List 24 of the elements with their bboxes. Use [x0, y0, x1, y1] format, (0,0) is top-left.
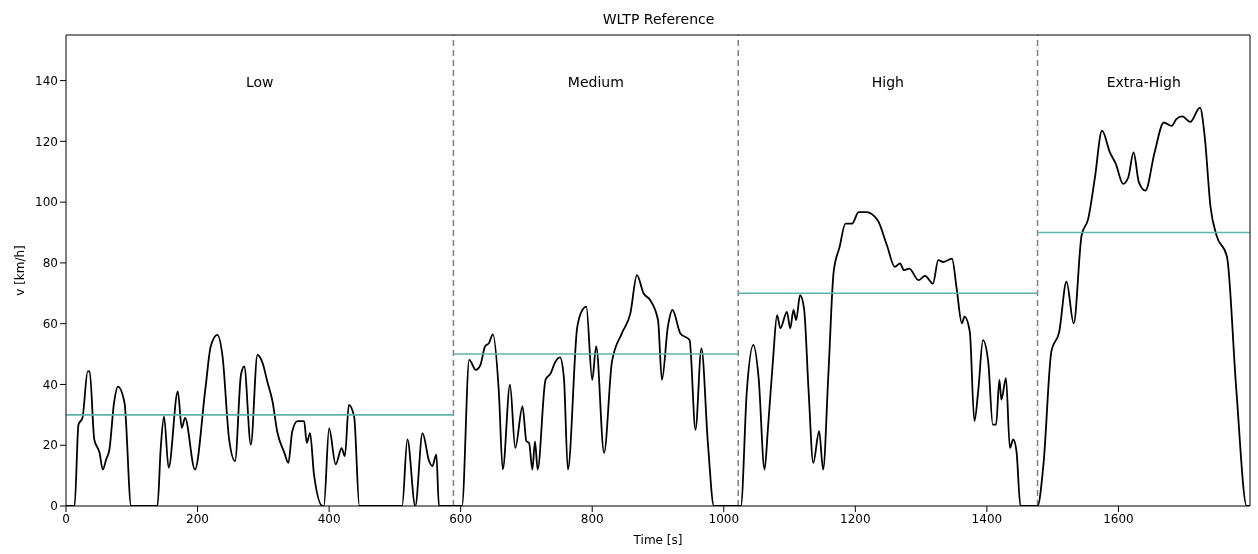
x-tick-label: 800 — [580, 511, 604, 526]
x-tick-label: 1000 — [708, 511, 740, 526]
x-axis-title: Time [s] — [632, 533, 683, 547]
y-axis-title: v [km/h] — [13, 245, 28, 296]
annotation: Low — [245, 74, 274, 91]
y-tick-label: 100 — [35, 195, 58, 210]
annotation: Medium — [567, 74, 624, 91]
x-tick-label: 1200 — [840, 511, 871, 526]
y-tick-label: 60 — [42, 316, 58, 331]
x-tick-label: 600 — [449, 511, 473, 526]
chart-title: WLTP Reference — [601, 10, 716, 29]
x-tick-label: 400 — [317, 511, 341, 526]
y-tick-label: 80 — [42, 256, 58, 271]
y-tick-label: 0 — [50, 499, 58, 514]
x-tick-label: 1600 — [1103, 511, 1134, 526]
y-tick-label: 140 — [35, 73, 58, 88]
y-tick-label: 20 — [42, 438, 58, 453]
y-tick-label: 120 — [35, 134, 58, 149]
y-tick-label: 40 — [42, 377, 58, 392]
x-tick-label: 0 — [62, 511, 70, 526]
annotation: Extra-High — [1106, 74, 1181, 91]
x-tick-label: 200 — [186, 511, 210, 526]
annotation: High — [871, 74, 904, 91]
x-tick-label: 1400 — [971, 511, 1003, 526]
